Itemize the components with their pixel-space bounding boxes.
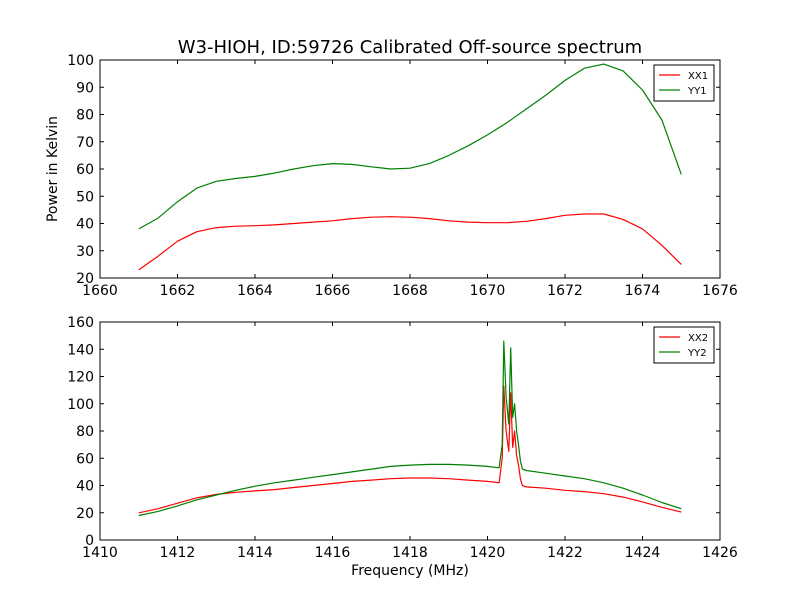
x-axis-label: Frequency (MHz) [351,563,469,579]
y-tick-label: 60 [76,451,94,467]
series-line-yy1 [138,63,682,230]
x-tick-label: 1676 [702,283,738,299]
legend-label-xx1: XX1 [688,71,708,82]
plot-frame [99,59,721,279]
x-tick-label: 1672 [547,283,583,299]
x-tick-label: 1666 [315,283,351,299]
plot-frame [99,321,721,541]
series-line-xx2 [138,385,682,514]
y-tick-label: 0 [85,533,94,549]
y-axis-label: Power in Kelvin [45,116,61,222]
legend-label-xx2: XX2 [688,333,708,344]
x-tick-label: 1422 [547,545,583,561]
legend-label-yy2: YY2 [687,348,707,359]
x-tick-label: 1664 [237,283,273,299]
y-tick-label: 80 [76,424,94,440]
chart-title: W3-HIOH, ID:59726 Calibrated Off-source … [178,37,642,58]
chart-panel-bottom: 1410 1412 1414 1416 1418 1420 1422 1424 1426 0 20 4… [67,315,738,579]
x-tick-label: 1426 [702,545,738,561]
x-tick-label: 1416 [315,545,351,561]
legend-box [653,64,715,102]
chart-panel-top: 1660 1662 1664 1666 1668 1670 1672 1674 1676 20 30… [45,53,738,299]
x-tick-label: 1660 [82,283,118,299]
y-tick-label: 20 [76,506,94,522]
x-tick-label: 1662 [160,283,196,299]
x-tick-label: 1674 [625,283,661,299]
y-tick-label: 100 [67,397,94,413]
y-tick-label: 40 [76,479,94,495]
y-tick-label: 30 [76,244,94,260]
x-tick-label: 1424 [625,545,661,561]
y-tick-label: 70 [76,135,94,151]
series-line-xx1 [138,213,682,271]
y-tick-label: 60 [76,162,94,178]
y-tick-label: 50 [76,189,94,205]
x-tick-label: 1418 [392,545,428,561]
x-tick-label: 1420 [470,545,506,561]
legend-box [653,326,715,364]
x-tick-label: 1410 [82,545,118,561]
x-tick-label: 1414 [237,545,273,561]
y-tick-label: 100 [67,53,94,69]
y-tick-label: 20 [76,271,94,287]
x-tick-label: 1412 [160,545,196,561]
legend-label-yy1: YY1 [687,86,707,97]
y-tick-label: 120 [67,370,94,386]
y-tick-label: 40 [76,217,94,233]
y-tick-label: 90 [76,80,94,96]
x-tick-label: 1668 [392,283,428,299]
series-line-yy2 [138,340,682,517]
y-tick-label: 140 [67,342,94,358]
x-tick-label: 1670 [470,283,506,299]
y-tick-label: 160 [67,315,94,331]
y-tick-label: 80 [76,108,94,124]
